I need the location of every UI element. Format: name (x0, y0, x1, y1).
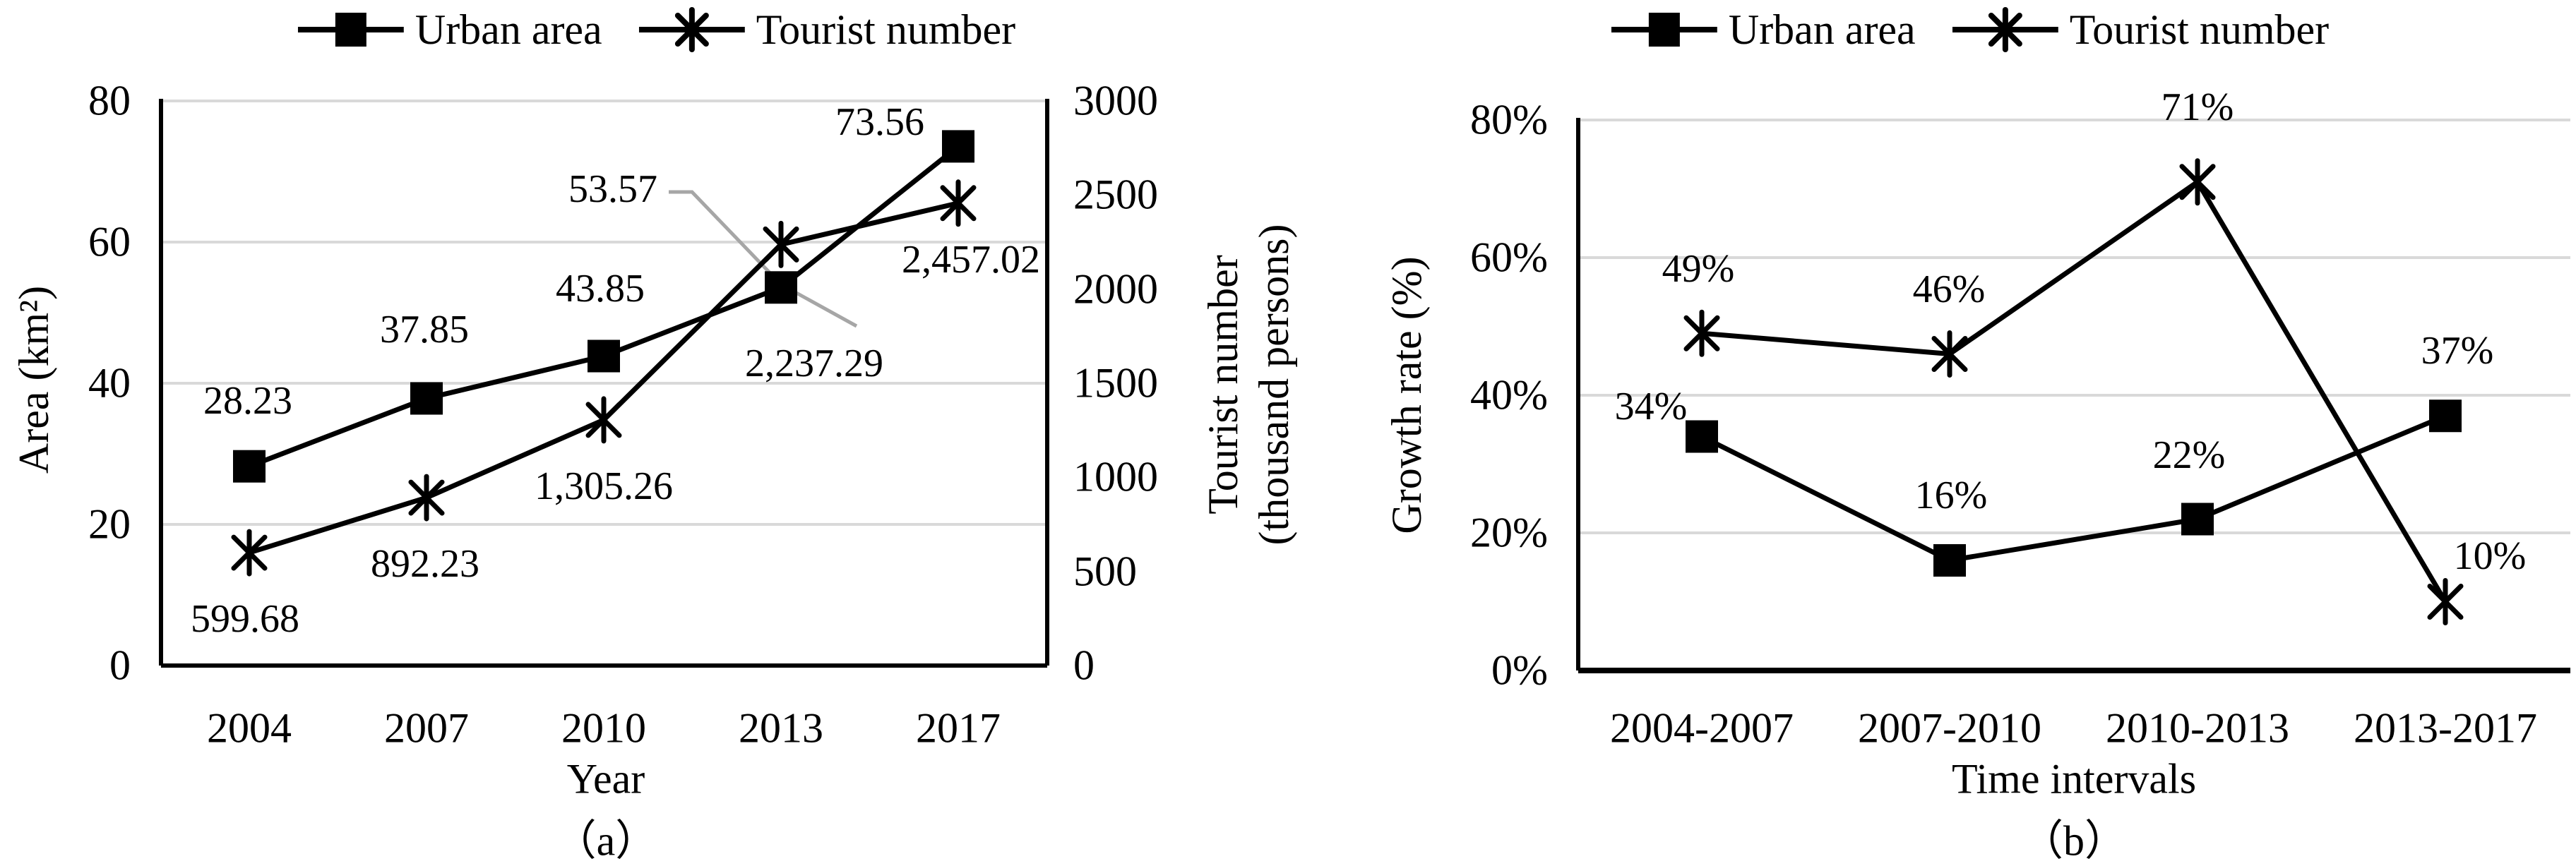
marker-square-b (1933, 544, 1966, 577)
series-line-tourist-number-b (1701, 178, 2448, 603)
marker-asterisk-a (408, 474, 445, 522)
legend-label-tourist-number: Tourist number (756, 6, 1016, 53)
panel-caption-b: （b） (2021, 817, 2127, 865)
marker-asterisk-a (231, 529, 268, 577)
marker-square-b (2181, 503, 2214, 536)
series-line-urban-area-b (1700, 414, 2447, 563)
legend-item-urban-area: Urban area (1611, 1, 1916, 58)
legend-chart-a: Urban area Tourist number (297, 1, 1016, 58)
marker-square-b (1686, 420, 1718, 453)
y-axis-title-growth-rate: Growth rate (%) (1383, 256, 1430, 534)
legend-square-marker-icon (297, 13, 404, 47)
legend-label-urban-area: Urban area (1728, 6, 1916, 53)
x-axis-title-time-intervals: Time intervals (1951, 755, 2197, 802)
data-label-leader-line (669, 190, 858, 328)
marker-asterisk-b (2179, 158, 2216, 206)
marker-square-a (233, 450, 266, 483)
marker-asterisk-b (1683, 309, 1720, 357)
y-axis-title-tourist-number: Tourist number (thousand persons) (1198, 224, 1299, 546)
legend-asterisk-marker-icon (638, 7, 745, 52)
legend-item-tourist-number: Tourist number (638, 1, 1016, 58)
marker-asterisk-b (2427, 578, 2464, 625)
marker-square-a (588, 339, 620, 373)
marker-asterisk-a (585, 396, 622, 444)
y-axis-title-area: Area (km²) (11, 285, 57, 474)
x-axis-title-year: Year (566, 755, 645, 802)
legend-square-marker-icon (1611, 13, 1717, 47)
marker-square-a (942, 130, 974, 163)
marker-asterisk-a (940, 179, 977, 227)
legend-item-tourist-number: Tourist number (1952, 1, 2329, 58)
marker-asterisk-a (763, 220, 799, 268)
marker-asterisk-b (1931, 330, 1968, 378)
marker-square-b (2429, 399, 2462, 433)
y-axis-title-line-2: (thousand persons) (1251, 224, 1297, 546)
legend-label-tourist-number: Tourist number (2069, 6, 2330, 53)
marker-square-a (765, 271, 797, 304)
legend-item-urban-area: Urban area (297, 1, 602, 58)
panel-caption-a: （a） (554, 817, 658, 865)
marker-square-a (410, 382, 443, 415)
legend-asterisk-marker-icon (1952, 7, 2058, 52)
y-axis-title-line-1: Tourist number (1200, 255, 1246, 515)
series-line-tourist-number-a (248, 200, 959, 555)
legend-chart-b: Urban area Tourist number (1611, 1, 2329, 58)
legend-label-urban-area: Urban area (415, 6, 602, 53)
